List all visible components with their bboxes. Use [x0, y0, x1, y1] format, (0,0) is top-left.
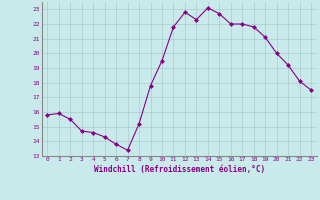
X-axis label: Windchill (Refroidissement éolien,°C): Windchill (Refroidissement éolien,°C) [94, 165, 265, 174]
